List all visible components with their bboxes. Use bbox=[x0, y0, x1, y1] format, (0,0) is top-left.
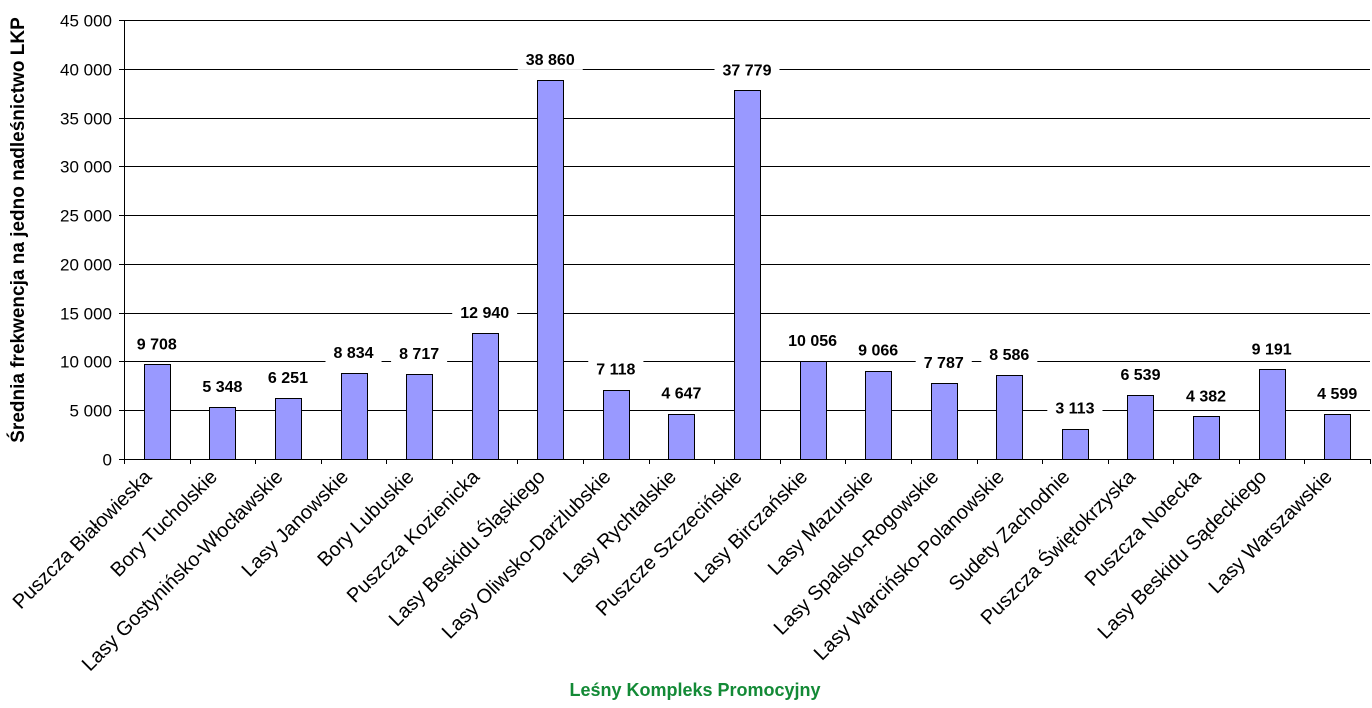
data-label-background bbox=[194, 374, 251, 397]
bar-10 bbox=[734, 90, 761, 460]
y-axis-title: Średnia frekwencja na jedno nadleśnictwo… bbox=[7, 17, 29, 443]
data-label-background bbox=[391, 341, 448, 364]
y-tick-label: 0 bbox=[103, 451, 112, 470]
data-label-background bbox=[915, 351, 972, 374]
data-label-background bbox=[780, 328, 846, 351]
data-label-background bbox=[653, 381, 710, 404]
data-label-background bbox=[259, 366, 316, 389]
x-tick-label: Puszcza Notecka bbox=[1081, 465, 1206, 590]
data-label-4: 8 834 bbox=[325, 340, 382, 363]
bar-3 bbox=[275, 398, 302, 460]
data-label-14: 8 586 bbox=[981, 343, 1038, 366]
bar-9 bbox=[668, 414, 695, 460]
value-label: 38 860 bbox=[526, 52, 575, 69]
data-label-background bbox=[1243, 337, 1300, 360]
y-tick-label: 30 000 bbox=[60, 158, 112, 177]
value-label: 4 599 bbox=[1317, 386, 1357, 403]
data-label-background bbox=[1178, 384, 1235, 407]
data-label-background bbox=[588, 357, 644, 380]
data-label-11: 10 056 bbox=[780, 328, 846, 351]
bar-17 bbox=[1193, 416, 1220, 460]
value-label: 8 717 bbox=[399, 346, 439, 363]
data-label-15: 3 113 bbox=[1047, 396, 1103, 419]
bar-13 bbox=[931, 383, 958, 460]
data-label-16: 6 539 bbox=[1112, 363, 1169, 386]
data-label-18: 9 191 bbox=[1243, 337, 1300, 360]
y-axis-ticks: 0 5 000 10 000 15 000 20 000 25 000 30 000 35 0… bbox=[60, 12, 124, 470]
data-label-background bbox=[1047, 396, 1103, 419]
data-label-background bbox=[1112, 363, 1169, 386]
bar-15 bbox=[1062, 429, 1089, 460]
y-tick-label: 5 000 bbox=[69, 402, 112, 421]
y-tick-label: 35 000 bbox=[60, 110, 112, 129]
bar-14 bbox=[996, 375, 1023, 460]
y-tick-label: 20 000 bbox=[60, 256, 112, 275]
bar-6 bbox=[472, 333, 499, 460]
value-label: 9 066 bbox=[858, 343, 898, 360]
data-label-7: 38 860 bbox=[517, 47, 583, 70]
x-axis-title: Leśny Kompleks Promocyjny bbox=[569, 680, 820, 700]
data-label-background bbox=[981, 343, 1038, 366]
data-label-background bbox=[714, 58, 780, 81]
x-tick-label: Lasy Warszawskie bbox=[1205, 466, 1337, 598]
value-label: 4 647 bbox=[661, 386, 701, 403]
value-label: 9 191 bbox=[1252, 341, 1292, 358]
y-tick-label: 40 000 bbox=[60, 61, 112, 80]
data-label-8: 7 118 bbox=[588, 357, 644, 380]
value-label: 4 382 bbox=[1186, 388, 1226, 405]
value-label: 6 539 bbox=[1120, 367, 1160, 384]
data-label-1: 9 708 bbox=[128, 332, 185, 355]
value-label: 7 118 bbox=[596, 362, 635, 379]
bar-18 bbox=[1259, 369, 1286, 460]
y-tick-label: 25 000 bbox=[60, 207, 112, 226]
bar-1 bbox=[144, 364, 171, 460]
value-label: 8 586 bbox=[989, 347, 1029, 364]
bars bbox=[144, 80, 1351, 460]
data-label-background bbox=[1309, 382, 1366, 405]
bar-4 bbox=[341, 373, 368, 460]
bar-2 bbox=[209, 407, 236, 460]
value-label: 8 834 bbox=[334, 345, 374, 362]
data-label-background bbox=[452, 300, 518, 323]
data-label-5: 8 717 bbox=[391, 341, 448, 364]
value-label: 9 708 bbox=[137, 336, 177, 353]
data-label-background bbox=[850, 338, 907, 361]
data-label-background bbox=[128, 332, 185, 355]
value-label: 7 787 bbox=[924, 355, 964, 372]
bar-7 bbox=[537, 80, 564, 460]
value-label: 6 251 bbox=[268, 370, 308, 387]
value-label: 3 113 bbox=[1055, 401, 1094, 418]
axes bbox=[124, 20, 1370, 460]
bar-8 bbox=[603, 390, 630, 460]
bar-11 bbox=[800, 361, 827, 460]
x-tick-label: Lasy Rychtalskie bbox=[559, 466, 681, 588]
data-label-12: 9 066 bbox=[850, 338, 907, 361]
bar-19 bbox=[1324, 414, 1351, 460]
data-labels: 9 708 5 348 6 251 8 834 8 717 12 940 38 860 7 1… bbox=[128, 47, 1366, 419]
y-tick-label: 10 000 bbox=[60, 353, 112, 372]
bar-5 bbox=[406, 374, 433, 460]
value-label: 5 348 bbox=[202, 379, 242, 396]
data-label-13: 7 787 bbox=[915, 351, 972, 374]
bar-12 bbox=[865, 371, 892, 460]
x-tick-label: Lasy Birczańskie bbox=[690, 466, 812, 588]
data-label-background bbox=[325, 340, 382, 363]
bar-16 bbox=[1127, 395, 1154, 460]
y-tick-label: 15 000 bbox=[60, 305, 112, 324]
x-tick-label: Sudety Zachodnie bbox=[945, 466, 1075, 596]
y-tick-label: 45 000 bbox=[60, 12, 112, 31]
value-label: 37 779 bbox=[723, 62, 772, 79]
data-label-9: 4 647 bbox=[653, 381, 710, 404]
data-label-17: 4 382 bbox=[1178, 384, 1235, 407]
data-label-2: 5 348 bbox=[194, 374, 251, 397]
data-label-6: 12 940 bbox=[452, 300, 518, 323]
value-label: 10 056 bbox=[788, 333, 837, 350]
data-label-3: 6 251 bbox=[259, 366, 316, 389]
data-label-background bbox=[517, 47, 583, 70]
data-label-19: 4 599 bbox=[1309, 382, 1366, 405]
data-label-10: 37 779 bbox=[714, 58, 780, 81]
value-label: 12 940 bbox=[460, 305, 509, 322]
